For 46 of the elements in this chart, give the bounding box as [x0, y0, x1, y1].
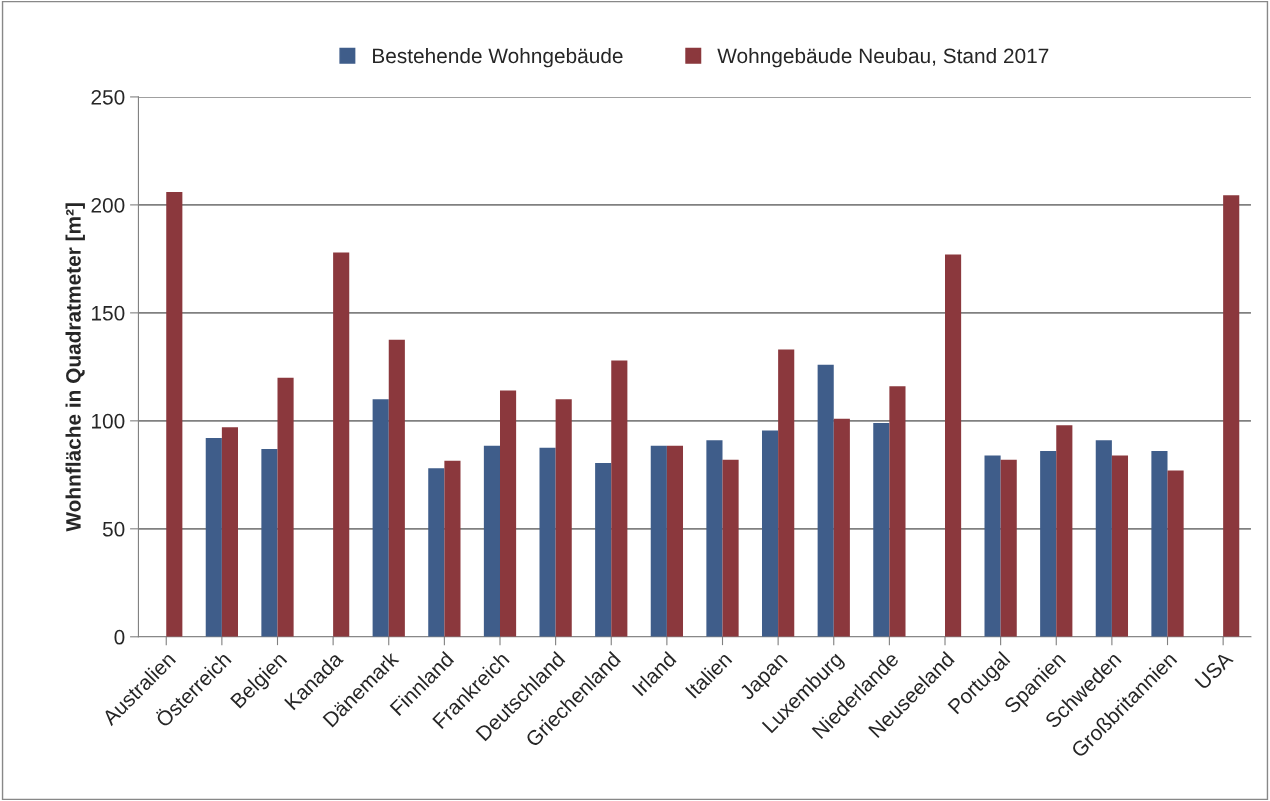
bar — [945, 254, 962, 637]
y-axis-title: Wohnfläche in Quadratmeter [m²] — [65, 203, 85, 532]
bar — [539, 447, 556, 637]
bar — [1040, 451, 1057, 637]
bar — [706, 440, 723, 637]
y-tick-label: 50 — [102, 521, 125, 537]
bar — [666, 445, 684, 637]
bar — [1223, 195, 1240, 637]
bar — [1000, 459, 1017, 637]
y-tick-label: 250 — [91, 89, 125, 105]
bar — [833, 418, 850, 637]
bar — [889, 386, 906, 637]
x-tick-label: USA — [1194, 650, 1234, 690]
bar — [205, 438, 222, 637]
bar — [1095, 440, 1112, 637]
bar — [611, 360, 628, 637]
bar — [483, 445, 500, 637]
bar — [428, 468, 445, 637]
legend-label: Bestehende Wohngebäude — [373, 47, 623, 68]
bar — [762, 430, 779, 637]
bar — [500, 390, 517, 637]
bar — [333, 252, 350, 637]
bar — [221, 427, 238, 637]
bar — [261, 448, 278, 637]
bar — [166, 191, 183, 637]
bar — [650, 445, 667, 637]
bar — [277, 377, 294, 637]
bar — [1056, 425, 1073, 637]
bar — [817, 364, 834, 637]
bar — [372, 399, 389, 637]
bar — [1111, 455, 1129, 637]
bar — [555, 399, 572, 637]
y-tick-label: 0 — [114, 629, 125, 645]
bar — [984, 455, 1001, 637]
bar — [444, 460, 461, 637]
bar — [778, 349, 795, 637]
bar — [722, 459, 739, 637]
y-tick-label: 100 — [92, 413, 125, 429]
y-tick-label: 150 — [92, 305, 125, 321]
bar — [873, 423, 890, 637]
y-tick-label: 200 — [91, 197, 125, 213]
bar — [388, 339, 405, 637]
bar — [1151, 451, 1168, 637]
bar — [595, 462, 612, 637]
bar — [1167, 470, 1184, 637]
legend-label: Wohngebäude Neubau, Stand 2017 — [717, 47, 1049, 68]
